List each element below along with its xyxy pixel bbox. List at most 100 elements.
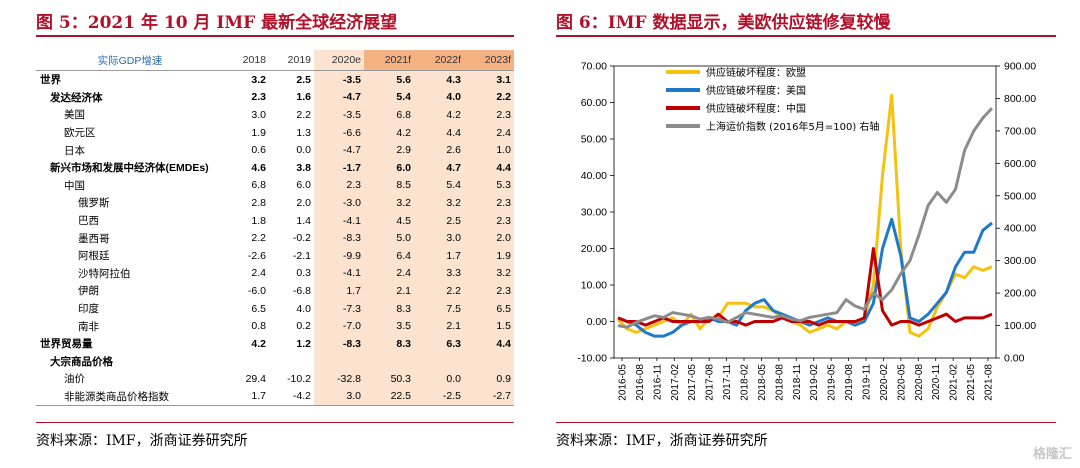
- table-cell: 0.6: [251, 144, 266, 157]
- table-cell: 1.9: [251, 126, 266, 139]
- series-line-us: [617, 217, 993, 338]
- table-cell: -6.0: [247, 284, 266, 297]
- x-tick-label: 2020-11: [931, 364, 942, 400]
- table-cell: 3.3: [414, 264, 464, 283]
- table-cell: -3.5: [314, 106, 364, 124]
- legend-label: 上海运价指数 (2016年5月=100) 右轴: [706, 120, 879, 133]
- table-cell: 3.2: [364, 194, 414, 212]
- table-cell: 3.0: [314, 387, 364, 407]
- table-cell: 5.3: [464, 176, 514, 195]
- table-cell: 2.3: [464, 211, 514, 230]
- table-cell: -9.9: [314, 246, 364, 265]
- table-cell: -2.7: [464, 387, 514, 407]
- table-row: 伊朗 -6.0 -6.8 1.7 2.1 2.2 2.3: [36, 282, 514, 300]
- left-tick-label: 70.00: [581, 61, 607, 73]
- table-cell: 6.8: [251, 179, 266, 192]
- table-cell: 4.0: [414, 88, 464, 107]
- table-header-year: 2021f: [364, 50, 414, 71]
- left-tick-label: 40.00: [581, 170, 607, 182]
- row-label: 油价: [64, 373, 85, 386]
- table-row: 墨西哥 2.2 -0.2 -8.3 5.0 3.0 2.0: [36, 229, 514, 247]
- table-cell: 2.2: [296, 108, 311, 121]
- table-cell: [464, 352, 514, 371]
- x-tick-label: 2017-11: [722, 364, 733, 400]
- row-label: 世界贸易量: [40, 338, 93, 351]
- table-cell: 50.3: [364, 370, 414, 388]
- table-cell: -8.3: [314, 229, 364, 247]
- table-cell: 2.3: [464, 282, 514, 300]
- watermark-logo: 格隆汇: [1032, 446, 1072, 461]
- x-tick-label: 2018-11: [792, 364, 803, 400]
- right-tick-label: 900.00: [1004, 61, 1036, 73]
- table-cell: -4.1: [314, 211, 364, 230]
- x-tick-label: 2017-05: [687, 364, 698, 401]
- table-cell: 4.2: [251, 337, 266, 350]
- table-cell: 2.9: [364, 141, 414, 159]
- table-row: 发达经济体 2.3 1.6 -4.7 5.4 4.0 2.2: [36, 88, 514, 107]
- legend-label: 供应链破坏程度：中国: [706, 102, 806, 115]
- table-cell: 2.4: [251, 267, 266, 280]
- table-cell: -2.5: [414, 387, 464, 407]
- x-tick-label: 2020-02: [879, 364, 890, 401]
- right-tick-label: 600.00: [1004, 158, 1036, 170]
- left-tick-label: -10.00: [577, 353, 607, 365]
- x-tick-label: 2016-05: [618, 364, 629, 401]
- table-cell: -3.0: [314, 194, 364, 212]
- row-label: 世界: [40, 74, 61, 87]
- table-cell: 1.7: [224, 387, 269, 407]
- row-label: 伊朗: [78, 285, 99, 298]
- table-header-year: 2022f: [414, 50, 464, 71]
- table-cell: 1.9: [464, 246, 514, 265]
- x-tick-label: 2017-08: [705, 364, 716, 401]
- table-cell: 2.4: [464, 123, 514, 142]
- left-figure-title: 图 5：2021 年 10 月 IMF 最新全球经济展望: [36, 13, 398, 33]
- table-cell: 4.6: [251, 161, 266, 174]
- table-row: 非能源类商品价格指数 1.7 -4.2 3.0 22.5 -2.5 -2.7: [36, 387, 514, 407]
- table-cell: 4.4: [464, 334, 514, 353]
- table-cell: -3.5: [314, 70, 364, 89]
- table-row: 世界贸易量 4.2 1.2 -8.3 8.3 6.3 4.4: [36, 334, 514, 353]
- x-tick-label: 2020-08: [914, 364, 925, 401]
- right-bottom-rule: [556, 422, 1056, 423]
- table-cell: 1.4: [296, 214, 311, 227]
- table-header-year: 2019: [269, 50, 314, 71]
- legend-label: 供应链破坏程度：美国: [706, 84, 806, 97]
- row-label: 新兴市场和发展中经济体(EMDEs): [50, 162, 209, 175]
- table-cell: 0.0: [414, 370, 464, 388]
- table-cell: [364, 352, 414, 371]
- table-cell: 6.8: [364, 106, 414, 124]
- table-cell: 3.0: [414, 229, 464, 247]
- table-cell: 3.1: [464, 70, 514, 89]
- table-cell: 4.5: [364, 211, 414, 230]
- left-tick-label: 60.00: [581, 97, 607, 109]
- table-cell: 6.3: [414, 334, 464, 353]
- right-tick-label: 200.00: [1004, 288, 1036, 300]
- table-row: 沙特阿拉伯 2.4 0.3 -4.1 2.4 3.3 3.2: [36, 264, 514, 283]
- x-tick-label: 2021-02: [949, 364, 960, 401]
- table-cell: 2.5: [414, 211, 464, 230]
- supply-chain-line-chart: 70.00 60.00 50.00 40.00 30.00 20.00 10.00 0.00 -…: [577, 61, 1036, 401]
- table-cell: [314, 352, 364, 371]
- table-row: 南非 0.8 0.2 -7.0 3.5 2.1 1.5: [36, 317, 514, 335]
- table-row: 油价 29.4 -10.2 -32.8 50.3 0.0 0.9: [36, 370, 514, 388]
- x-tick-label: 2019-11: [862, 364, 873, 400]
- series-line-shanghai: [617, 107, 994, 329]
- table-header-year: 2018: [224, 50, 269, 71]
- table-cell: 2.3: [464, 194, 514, 212]
- table-row: 俄罗斯 2.8 2.0 -3.0 3.2 3.2 2.3: [36, 194, 514, 212]
- table-cell: 0.9: [464, 370, 514, 388]
- series-line-cn: [617, 247, 993, 327]
- right-tick-label: 800.00: [1004, 93, 1036, 105]
- table-cell: 3.0: [251, 108, 266, 121]
- table-cell: 1.7: [314, 282, 364, 300]
- x-tick-label: 2021-08: [984, 364, 995, 401]
- row-label: 巴西: [78, 215, 99, 228]
- table-cell: 2.2: [414, 282, 464, 300]
- table-cell: 1.2: [296, 337, 311, 350]
- table-row: 巴西 1.8 1.4 -4.1 4.5 2.5 2.3: [36, 211, 514, 230]
- table-cell: 2.4: [364, 264, 414, 283]
- table-cell: 6.4: [364, 246, 414, 265]
- right-figure-title: 图 6：IMF 数据显示，美欧供应链修复较慢: [556, 13, 891, 33]
- right-source-note: 资料来源：IMF，浙商证券研究所: [556, 433, 768, 449]
- table-cell: 6.0: [296, 179, 311, 192]
